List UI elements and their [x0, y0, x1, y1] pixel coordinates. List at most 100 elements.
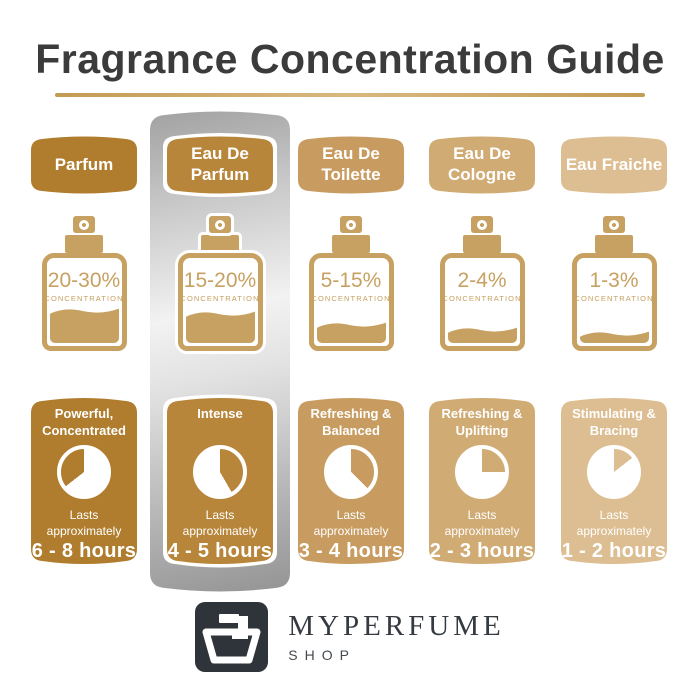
lasts-label: Lasts approximately [314, 508, 389, 539]
duration-card: Powerful, Concentrated Lasts approximate… [31, 395, 137, 567]
fragrance-column-eau-de-toilette: Eau De Toilette 5-15% CONCENTRATION Refr… [298, 134, 404, 567]
concentration-label: CONCENTRATION [442, 294, 522, 303]
approximately-word: approximately [46, 523, 122, 538]
liquid-wave [316, 322, 386, 329]
liquid-level [316, 322, 386, 343]
lasts-word: Lasts [69, 508, 99, 522]
sprayer-nozzle-icon [209, 216, 231, 233]
approximately-word: approximately [444, 523, 520, 538]
fragrance-name-banner: Eau De Parfum [167, 134, 273, 196]
liquid-wave [579, 331, 649, 338]
brand-name: MYPERFUME [288, 609, 505, 642]
card-description: Stimulating & Bracing [572, 406, 656, 438]
concentration-value: 1-3% [589, 269, 639, 292]
card-description: Powerful, Concentrated [42, 406, 126, 438]
card-description: Refreshing & Balanced [310, 406, 392, 438]
bottle-body: 15-20% CONCENTRATION [177, 253, 263, 351]
liquid-wave [447, 327, 517, 334]
approximately-word: approximately [182, 523, 258, 538]
sprayer-nozzle-icon [73, 216, 95, 233]
approximately-word: approximately [313, 523, 389, 538]
duration-card: Refreshing & Uplifting Lasts approximate… [429, 395, 535, 567]
fragrance-name: Eau De Parfum [190, 144, 250, 184]
concentration-value: 2-4% [457, 269, 507, 292]
fragrance-column-parfum: Parfum 20-30% CONCENTRATION Powerful, Co… [31, 134, 137, 567]
clock-icon [587, 445, 641, 499]
perfume-bottle-icon: 15-20% CONCENTRATION [177, 216, 263, 351]
bottle-neck [65, 235, 103, 253]
lasts-label: Lasts approximately [445, 508, 520, 539]
card-description: Intense [197, 406, 243, 421]
perfume-bottle-icon: 5-15% CONCENTRATION [308, 216, 394, 351]
clock-icon [57, 445, 111, 499]
concentration-value: 5-15% [320, 269, 382, 292]
title-underline [55, 93, 645, 97]
sprayer-nozzle-icon [471, 216, 493, 233]
concentration-label: CONCENTRATION [574, 294, 654, 303]
duration-value: 6 - 8 hours [31, 540, 137, 563]
duration-card: Intense Lasts approximately 4 - 5 hours [167, 395, 273, 567]
concentration-value: 20-30% [47, 269, 121, 292]
fragrance-name-banner: Eau Fraiche [561, 134, 667, 196]
liquid-level [185, 311, 255, 343]
card-white-frame: Intense Lasts approximately 4 - 5 hours [163, 391, 277, 571]
fragrance-name: Eau Fraiche [565, 154, 663, 174]
perfume-bottle-icon: 20-30% CONCENTRATION [41, 216, 127, 351]
brand-text-block: MYPERFUME SHOP [288, 609, 505, 663]
duration-card: Stimulating & Bracing Lasts approximatel… [561, 395, 667, 567]
duration-value: 4 - 5 hours [167, 540, 273, 563]
liquid-wave [185, 311, 255, 318]
bottle-body: 20-30% CONCENTRATION [41, 253, 127, 351]
fragrance-column-eau-de-cologne: Eau De Cologne 2-4% CONCENTRATION Refres… [429, 134, 535, 567]
bottle-neck [463, 235, 501, 253]
perfume-bottle-logo-icon [195, 602, 269, 672]
duration-card: Refreshing & Balanced Lasts approximatel… [298, 395, 404, 567]
concentration-label: CONCENTRATION [311, 294, 391, 303]
fragrance-name-banner: Eau De Cologne [429, 134, 535, 196]
duration-value: 3 - 4 hours [298, 540, 404, 563]
page-title: Fragrance Concentration Guide [35, 36, 665, 82]
clock-icon [193, 445, 247, 499]
concentration-label: CONCENTRATION [44, 294, 124, 303]
clock-icon [324, 445, 378, 499]
fragrance-column-eau-de-parfum: Eau De Parfum 15-20% CONCENTRATION Inten… [163, 134, 277, 571]
lasts-label: Lasts approximately [577, 508, 652, 539]
bottle-body: 1-3% CONCENTRATION [571, 253, 657, 351]
concentration-value: 15-20% [183, 269, 257, 292]
concentration-label: CONCENTRATION [180, 294, 260, 303]
perfume-bottle-icon: 1-3% CONCENTRATION [571, 216, 657, 351]
perfume-bottle-icon: 2-4% CONCENTRATION [439, 216, 525, 351]
lasts-label: Lasts approximately [183, 508, 258, 539]
sprayer-nozzle-icon [603, 216, 625, 233]
duration-value: 2 - 3 hours [429, 540, 535, 563]
fragrance-name-banner: Parfum [31, 134, 137, 196]
approximately-word: approximately [576, 523, 652, 538]
fragrance-name-banner: Eau De Toilette [298, 134, 404, 196]
lasts-word: Lasts [467, 508, 497, 522]
lasts-word: Lasts [599, 508, 629, 522]
lasts-word: Lasts [336, 508, 366, 522]
liquid-wave [49, 308, 119, 315]
brand-logo: MYPERFUME SHOP [0, 602, 700, 672]
bottle-body: 2-4% CONCENTRATION [439, 253, 525, 351]
clock-icon [455, 445, 509, 499]
liquid-level [579, 331, 649, 343]
sprayer-nozzle-icon [340, 216, 362, 233]
lasts-word: Lasts [205, 508, 235, 522]
logo-bottle-glyph [202, 614, 261, 664]
bottle-body: 5-15% CONCENTRATION [308, 253, 394, 351]
banner-white-frame: Eau De Parfum [163, 130, 277, 200]
duration-value: 1 - 2 hours [561, 540, 667, 563]
liquid-level [49, 308, 119, 343]
fragrance-column-eau-fraiche: Eau Fraiche 1-3% CONCENTRATION Stimulati… [561, 134, 667, 567]
card-description: Refreshing & Uplifting [441, 406, 523, 438]
bottle-neck [595, 235, 633, 253]
bottle-neck [201, 235, 239, 253]
bottle-neck [332, 235, 370, 253]
lasts-label: Lasts approximately [47, 508, 122, 539]
fragrance-name: Eau De Cologne [448, 144, 516, 184]
fragrance-name: Parfum [54, 154, 114, 174]
brand-subtitle: SHOP [288, 646, 356, 663]
liquid-level [447, 327, 517, 343]
